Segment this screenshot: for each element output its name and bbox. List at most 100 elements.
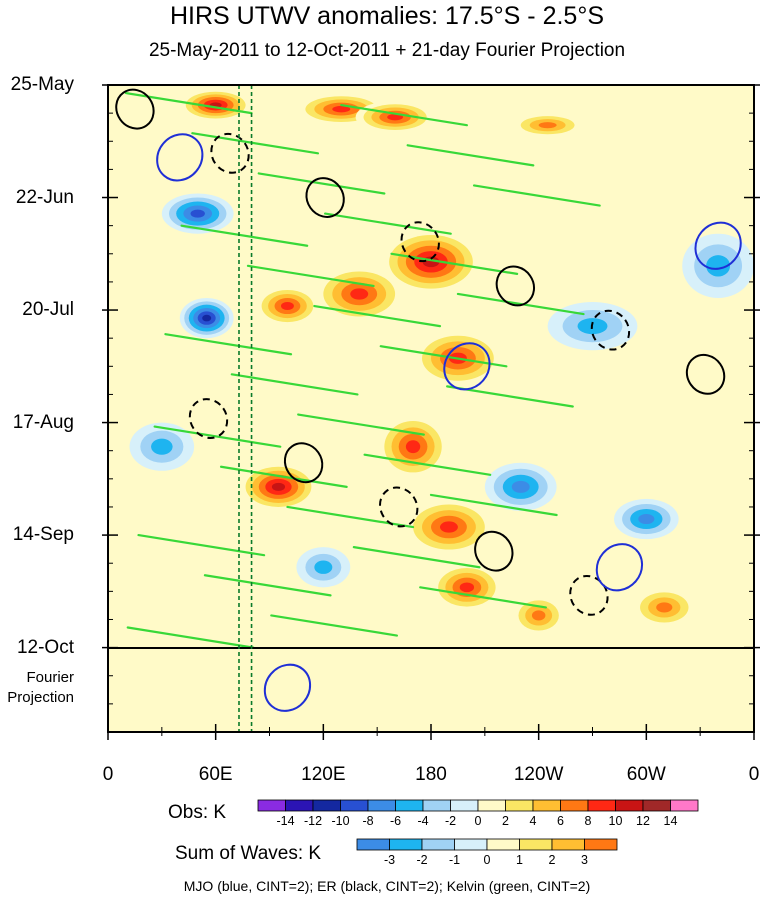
x-tick-label: 0 [748,764,760,785]
anomaly-blob [538,122,557,129]
kelvin-wave-contour [180,224,309,247]
kelvin-wave-contour [164,333,293,356]
er-wave-contour [474,530,514,572]
anomaly-blob [332,105,351,113]
er-wave-contour [283,442,324,484]
y-tick-label: 17-Aug [12,411,74,433]
er-wave-contour [188,398,229,439]
colorbar-swatch [587,799,616,812]
anomaly-blob [280,302,294,311]
colorbar-tick-label: 1 [516,853,523,867]
kelvin-wave-contour [472,184,601,207]
projection-label-line: Fourier [26,669,74,686]
kelvin-wave-contour [153,425,282,448]
anomaly-blob [459,582,475,593]
x-tick-label: 0 [102,764,114,785]
colorbar-swatch [356,838,390,851]
anomaly-blob [511,480,530,493]
er-wave-contour [379,486,419,528]
y-tick-label: 25-May [10,74,74,95]
plot-area [108,85,754,732]
colorbar-tick-label: -10 [331,814,349,828]
er-wave-contour [400,221,440,263]
colorbar-swatch [421,838,455,851]
colorbar-swatch [560,799,589,812]
kelvin-wave-contour [406,144,535,167]
colorbar-tick-label: -14 [276,814,294,828]
colorbar-swatch [642,799,671,812]
colorbar-swatch [340,799,369,812]
colorbar-swatch [454,838,488,851]
y-tick-label: 14-Sep [12,524,74,546]
colorbar-swatch [389,838,423,851]
kelvin-wave-contour [246,264,375,288]
mjo-wave-contour [156,133,204,182]
colorbar-tick-label: 3 [581,853,588,867]
anomaly-blob [531,610,546,621]
kelvin-wave-contour [297,413,425,436]
colorbar-swatch [367,799,396,812]
colorbar-tick-label: 2 [502,814,509,828]
colorbar-swatch [285,799,314,812]
colorbar-tick-label: 0 [475,814,482,828]
kelvin-wave-contour [230,373,359,396]
colorbar-tick-label: 12 [636,814,650,828]
colorbar-tick-label: -6 [390,814,401,828]
kelvin-wave-contour [324,212,452,235]
kelvin-wave-contour [126,626,255,649]
anomaly-blob [314,560,333,574]
x-tick-label: 60W [626,764,666,785]
colorbar-swatch [477,799,506,812]
anomaly-blob [638,513,655,525]
colorbar-tick-label: 8 [585,814,592,828]
colorbar-tick-label: -2 [445,814,456,828]
colorbar-swatch [519,838,553,851]
wave-legend-footer: MJO (blue, CINT=2); ER (black, CINT=2); … [183,878,591,894]
kelvin-wave-contour [419,586,547,609]
anomaly-blob [151,438,173,455]
colorbar-swatch [257,799,286,812]
colorbar-swatch [551,838,585,851]
kelvin-wave-contour [456,292,585,316]
anomaly-blob [439,521,458,533]
obs-colorbar-label: Obs: K [168,802,227,823]
colorbar-tick-label: -2 [416,853,427,867]
colorbar-swatch [615,799,644,812]
colorbar-swatch [395,799,424,812]
kelvin-wave-contour [219,465,348,488]
kelvin-wave-contour [313,304,442,328]
wave-contours [115,88,742,712]
colorbar-tick-label: -3 [384,853,395,867]
y-tick-label: 20-Jul [22,299,74,321]
kelvin-wave-contour [429,493,558,517]
mjo-wave-contour [694,221,742,270]
colorbar-tick-label: 4 [530,814,537,828]
er-wave-contour [685,353,726,395]
er-wave-contour [495,265,536,307]
kelvin-wave-contour [363,453,492,476]
kelvin-wave-contour [191,132,320,155]
y-axis-ticks [102,84,760,705]
er-wave-contour [210,132,250,174]
colorbar-tick-label: 6 [557,814,564,828]
colorbar-tick-label: 14 [664,814,678,828]
colorbar-swatch [584,838,618,851]
colorbar-swatch [486,838,520,851]
y-tick-label: 22-Jun [15,186,74,208]
mjo-wave-contour [443,342,491,391]
kelvin-wave-contour [352,546,481,569]
kelvin-wave-contour [379,345,508,368]
waves-colorbar: -3 -2 -1 0 1 2 3 [356,838,618,867]
colorbar-swatch [532,799,561,812]
x-tick-label: 120E [301,764,346,785]
colorbar-swatch [670,799,699,812]
colorbar-tick-label: 0 [484,853,491,867]
kelvin-wave-contour [340,103,468,127]
neutral-background [108,85,754,732]
obs-colorbar: -14 -12 -10 -8 -6 -4 -2 0 2 4 6 8 10 12 14 [257,799,699,828]
mjo-wave-contour [263,663,312,712]
colorbar-swatch [312,799,341,812]
colorbar-tick-label: -1 [449,853,460,867]
colorbar-swatch [422,799,451,812]
